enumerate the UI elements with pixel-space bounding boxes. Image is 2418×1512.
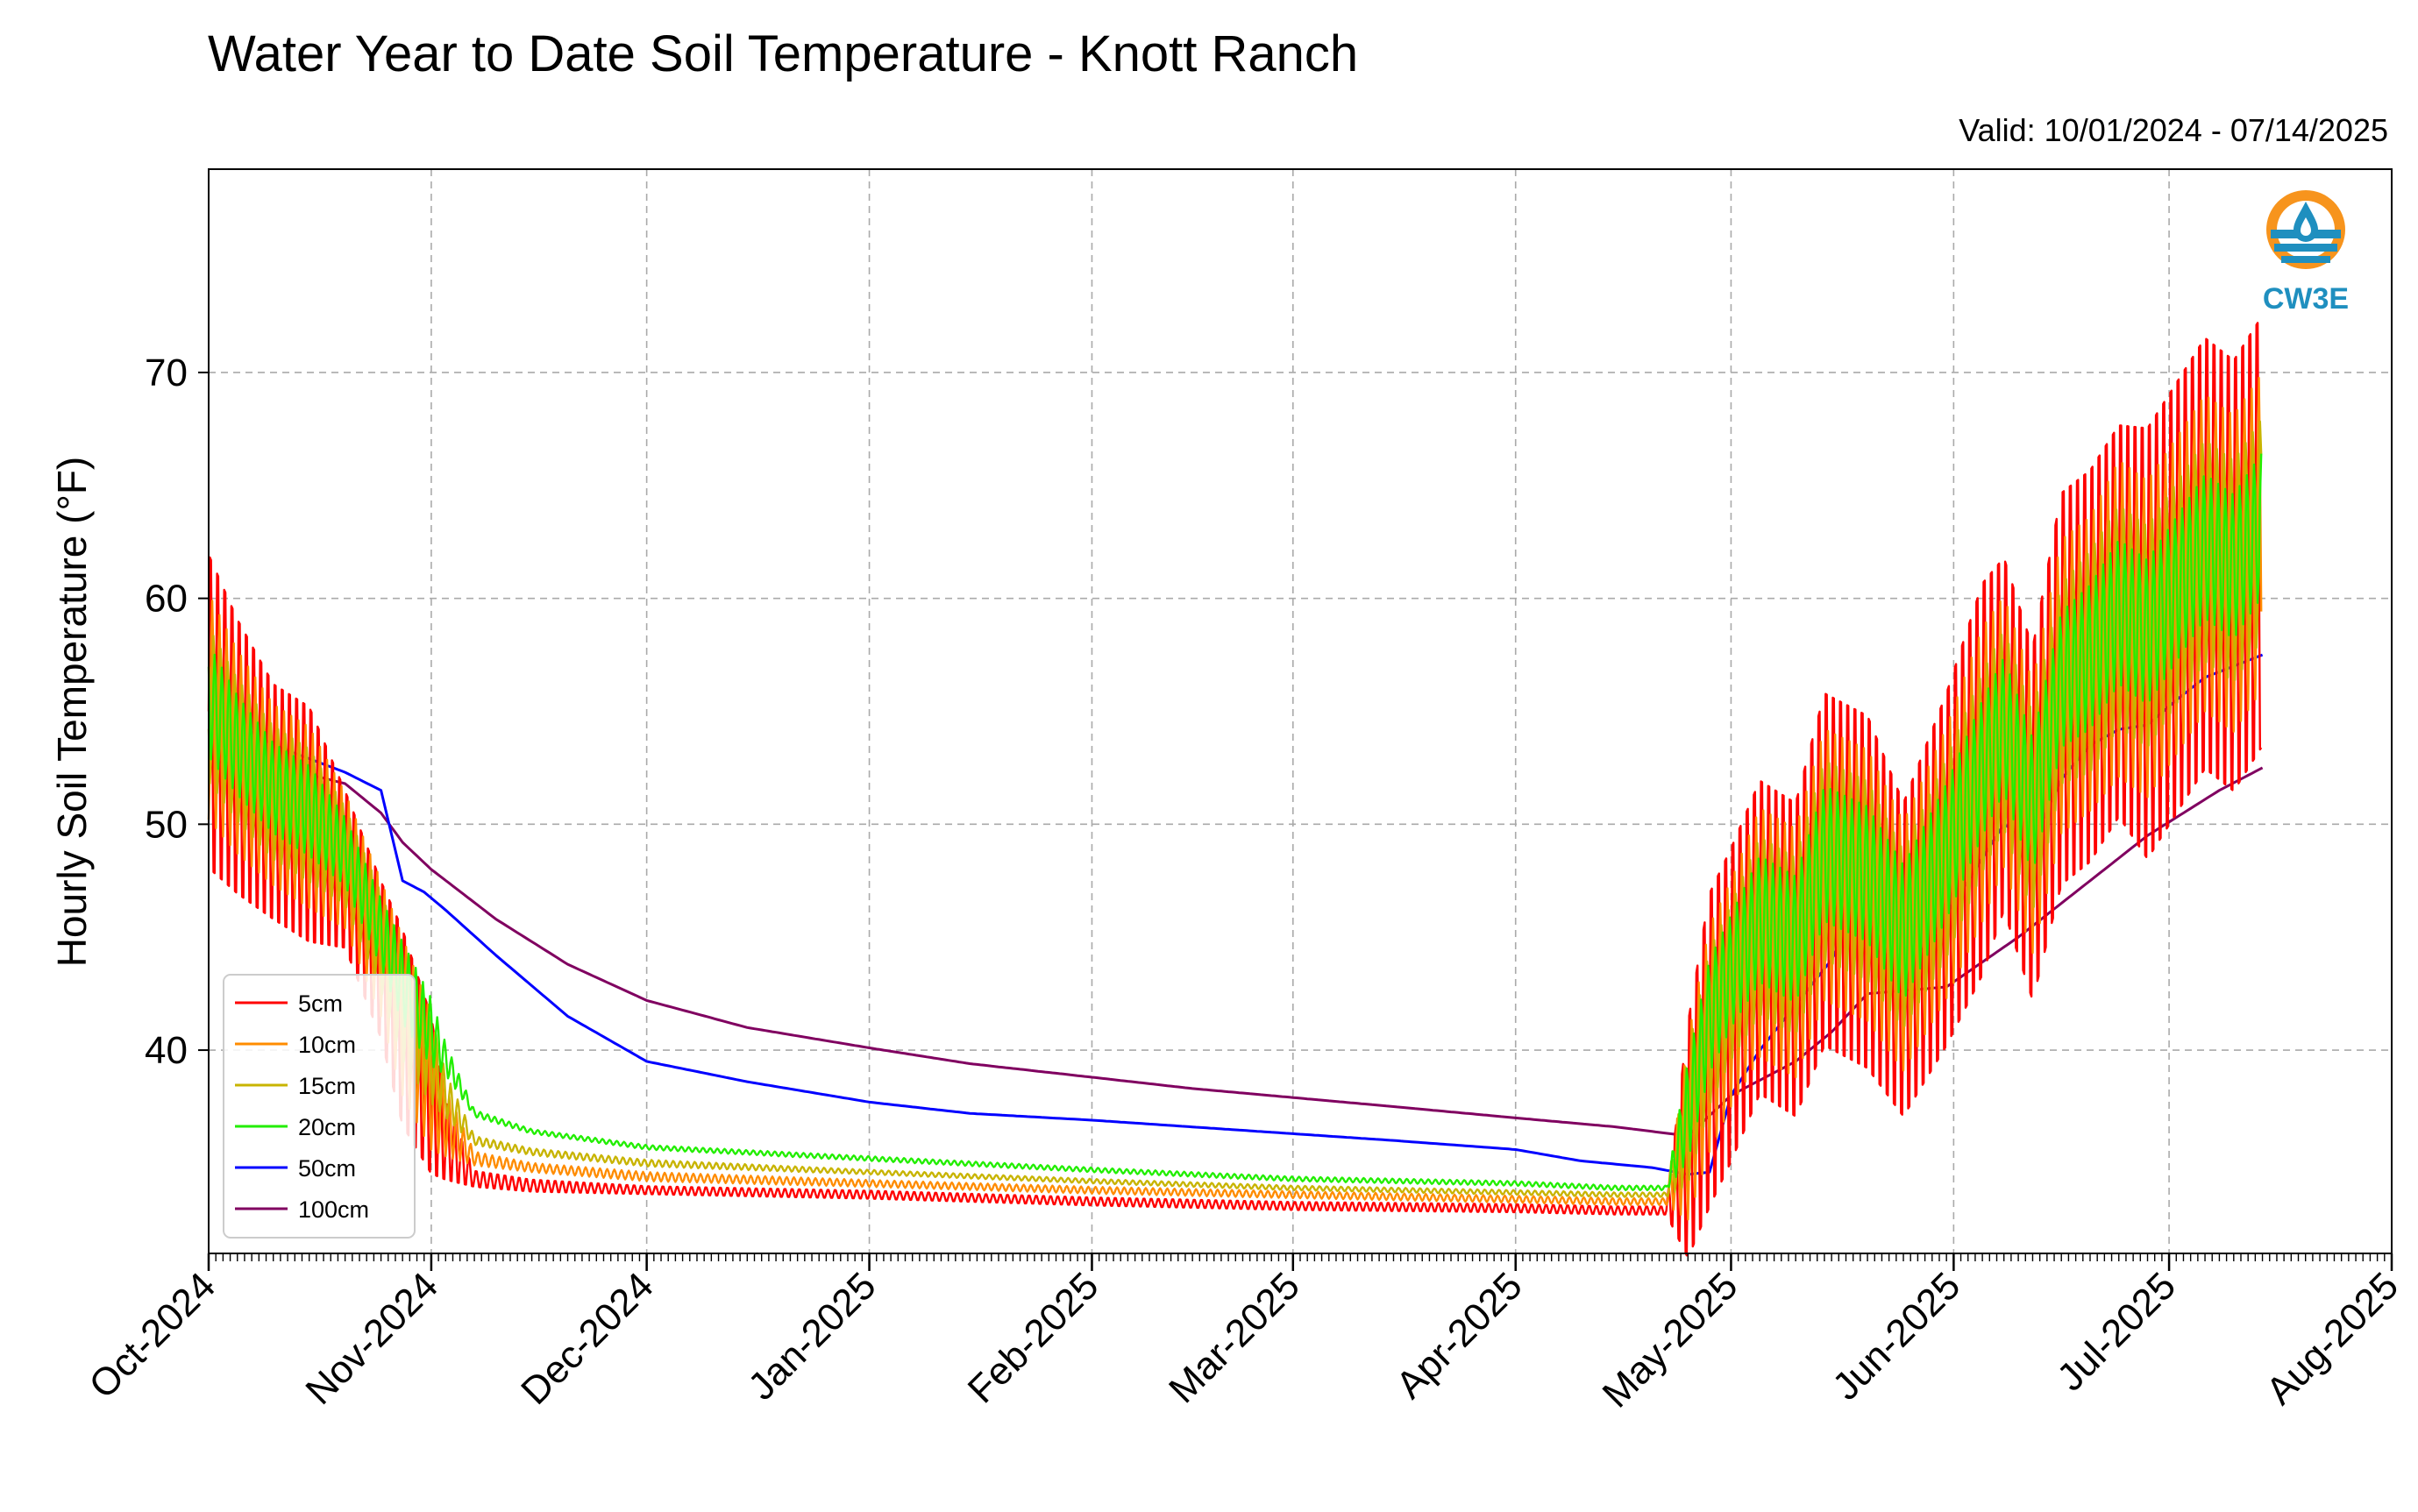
x-tick-label: Feb-2025	[960, 1264, 1107, 1411]
legend-label-20cm: 20cm	[298, 1114, 356, 1140]
x-tick-label: Jul-2025	[2049, 1264, 2184, 1399]
y-tick-label: 60	[145, 578, 188, 621]
legend-box	[223, 974, 416, 1239]
x-tick-label: Aug-2025	[2258, 1264, 2407, 1413]
series-line-15cm	[207, 420, 2263, 1198]
series-line-5cm	[207, 322, 2263, 1257]
x-tick-label: Nov-2024	[297, 1264, 446, 1413]
logo-text: CW3E	[2263, 282, 2349, 316]
legend-label-5cm: 5cm	[298, 990, 343, 1017]
series-line-20cm	[207, 453, 2263, 1192]
legend-label-100cm: 100cm	[298, 1196, 369, 1223]
legend-label-10cm: 10cm	[298, 1032, 356, 1058]
y-tick-label: 50	[145, 803, 188, 846]
legend-label-15cm: 15cm	[298, 1073, 356, 1099]
cw3e-logo: CW3E	[2263, 190, 2349, 316]
axis-labels: 40 50 60 70 Oct-2024 Nov-2024 Dec-2024 Jan-2025…	[81, 351, 2407, 1416]
valid-date-range: Valid: 10/01/2024 - 07/14/2025	[1959, 112, 2388, 148]
axis-ticks	[198, 371, 2393, 1271]
x-tick-label: Jun-2025	[1824, 1264, 1968, 1408]
x-tick-label: Jan-2025	[740, 1264, 884, 1408]
x-tick-label: May-2025	[1595, 1264, 1746, 1416]
y-axis-label: Hourly Soil Temperature (°F)	[49, 457, 95, 968]
legend-label-50cm: 50cm	[298, 1155, 356, 1182]
x-tick-label: Dec-2024	[513, 1264, 662, 1413]
series-lines	[207, 322, 2264, 1257]
x-tick-label: Oct-2024	[81, 1264, 224, 1407]
x-tick-label: Mar-2025	[1161, 1264, 1308, 1411]
water-drop-logo-icon	[2266, 190, 2345, 269]
y-tick-label: 70	[145, 351, 188, 394]
x-tick-label: Apr-2025	[1388, 1264, 1531, 1407]
chart-title: Water Year to Date Soil Temperature - Kn…	[208, 25, 1359, 82]
y-tick-label: 40	[145, 1029, 188, 1072]
legend: 5cm 10cm 15cm 20cm 50cm 100cm	[223, 974, 416, 1239]
